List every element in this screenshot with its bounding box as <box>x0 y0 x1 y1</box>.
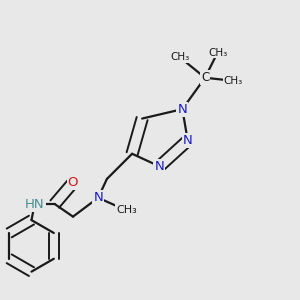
Text: CH₃: CH₃ <box>170 52 190 62</box>
Text: N: N <box>93 191 103 204</box>
Text: CH₃: CH₃ <box>224 76 243 86</box>
Text: O: O <box>68 176 78 189</box>
Text: N: N <box>183 134 193 147</box>
Text: N: N <box>154 160 164 173</box>
Text: N: N <box>178 103 187 116</box>
Text: CH₃: CH₃ <box>116 206 137 215</box>
Text: C: C <box>201 71 209 84</box>
Text: HN: HN <box>25 198 44 211</box>
Text: CH₃: CH₃ <box>208 48 227 58</box>
